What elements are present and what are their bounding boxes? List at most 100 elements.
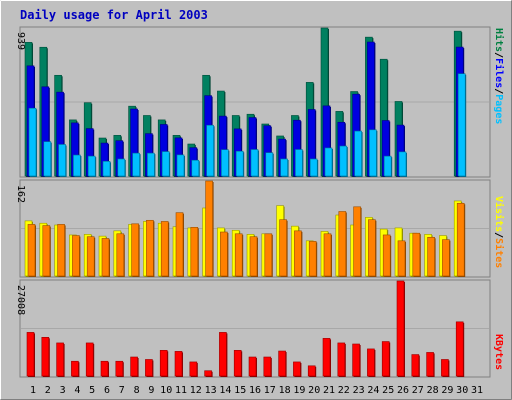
bar-face (132, 152, 140, 177)
bar-pages-day-24 (369, 129, 378, 177)
bar-face (398, 151, 407, 177)
bar-sites-day-1 (27, 224, 36, 277)
bar-face (308, 241, 317, 277)
bar-face (353, 206, 361, 277)
bar-face (426, 352, 434, 377)
bar-kbytes-day-11 (174, 351, 183, 377)
bar-face (322, 338, 331, 377)
bar-face (160, 221, 169, 277)
bar-kbytes-day-27 (411, 354, 420, 377)
x-tick-label: 31 (471, 385, 483, 396)
bar-sites-day-15 (234, 233, 244, 277)
bar-sites-day-16 (249, 236, 258, 277)
bar-face (427, 236, 435, 277)
bar-pages-day-15 (235, 150, 245, 177)
legend-visits: Visits (493, 196, 505, 232)
bar-face (86, 236, 95, 277)
x-tick-label: 19 (293, 385, 305, 396)
x-tick-label: 30 (456, 385, 468, 396)
x-axis-labels: 1 2 3 4 5 6 7 8 9 10 11 12 13 14 15 16 17 18 19 20 21 22 23 24 2… (30, 385, 483, 396)
bar-face (204, 370, 212, 377)
bar-sites-day-26 (397, 240, 406, 277)
bar-kbytes-day-20 (307, 365, 317, 377)
x-tick-label: 7 (119, 385, 125, 396)
bar-pages-day-26 (398, 151, 407, 177)
bar-pages-day-23 (354, 130, 363, 177)
bar-sites-day-18 (279, 219, 288, 277)
bar-kbytes-day-8 (130, 356, 139, 377)
bar-face (396, 280, 405, 377)
bar-face (56, 342, 64, 377)
legend-visits-panel: Visits/Sites (493, 196, 505, 268)
bar-sites-day-9 (146, 219, 155, 277)
bar-kbytes-day-13 (204, 370, 213, 377)
x-tick-label: 18 (279, 385, 291, 396)
x-tick-label: 4 (74, 385, 80, 396)
bar-sites-day-27 (412, 232, 421, 277)
legend-pages: Pages (493, 94, 504, 124)
x-tick-label: 6 (104, 385, 110, 396)
bar-face (293, 361, 301, 377)
x-tick-label: 10 (160, 385, 172, 396)
bar-face (73, 154, 81, 177)
bar-face (205, 180, 213, 277)
bar-face (383, 155, 392, 177)
bar-face (117, 158, 126, 177)
bar-face (397, 240, 406, 277)
bar-face (280, 158, 288, 177)
x-tick-label: 1 (30, 385, 36, 396)
x-tick-label: 17 (264, 385, 276, 396)
bar-kbytes-day-25 (381, 341, 391, 377)
x-tick-label: 29 (441, 385, 453, 396)
y-max-label-visits: 162 (15, 185, 26, 203)
bar-pages-day-25 (383, 155, 393, 177)
bar-face (102, 161, 111, 177)
bar-sites-day-3 (57, 224, 66, 277)
bar-face (28, 107, 37, 177)
x-tick-label: 27 (412, 385, 424, 396)
bar-face (221, 149, 229, 177)
legend-hits-panel: Hits/Files/Pages (493, 28, 505, 124)
bar-pages-day-7 (117, 158, 126, 177)
bar-kbytes-day-18 (278, 350, 287, 377)
x-tick-label: 25 (382, 385, 394, 396)
bar-pages-day-1 (28, 107, 37, 177)
bar-face (412, 232, 421, 277)
bar-face (295, 149, 303, 177)
bar-sites-day-24 (368, 219, 377, 277)
bar-face (58, 144, 66, 177)
bar-sites-day-7 (116, 233, 125, 277)
bar-face (101, 238, 110, 277)
bar-face (455, 321, 464, 377)
bar-kbytes-day-26 (396, 280, 405, 377)
bar-pages-day-10 (161, 151, 171, 177)
bar-kbytes-day-16 (248, 356, 257, 377)
bar-pages-day-17 (265, 152, 274, 177)
bar-face (85, 342, 94, 377)
bar-kbytes-day-2 (41, 337, 50, 377)
bar-face (338, 211, 347, 277)
x-tick-label: 9 (148, 385, 154, 396)
legend-sep-3: / (493, 232, 504, 238)
bar-sites-day-10 (160, 221, 170, 277)
bar-face (72, 235, 80, 277)
bar-face (159, 350, 168, 377)
bar-face (87, 155, 96, 177)
bar-face (457, 73, 466, 177)
bar-face (219, 332, 227, 377)
bar-face (27, 224, 36, 277)
bar-kbytes-day-6 (100, 360, 109, 377)
bar-pages-day-2 (43, 141, 52, 177)
bar-face (324, 147, 333, 177)
bar-face (41, 337, 50, 377)
x-tick-label: 8 (134, 385, 140, 396)
bar-kbytes-day-15 (233, 350, 243, 377)
x-tick-label: 12 (190, 385, 202, 396)
bar-face (147, 152, 155, 177)
bar-pages-day-14 (221, 149, 230, 177)
x-tick-label: 2 (45, 385, 51, 396)
bar-face (263, 356, 272, 377)
bar-sites-day-23 (353, 206, 362, 277)
